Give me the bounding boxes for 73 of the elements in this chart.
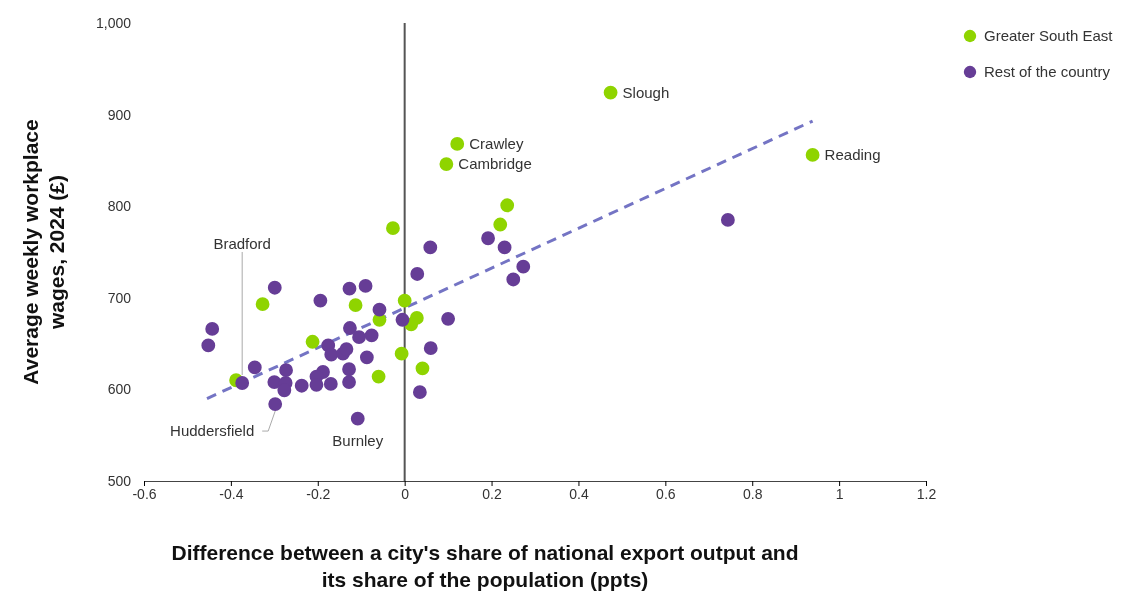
y-tick-label: 500 [107,472,132,489]
point [423,240,438,255]
point [255,297,270,312]
point [516,259,531,274]
legend-label: Rest of the country [984,63,1111,81]
point [395,312,410,327]
point [720,213,735,227]
y-tick-label: 800 [107,198,132,215]
point [500,198,515,213]
x-tick-label: 0.8 [742,485,763,502]
point [294,378,309,393]
point [603,85,618,100]
point [268,397,283,411]
legend-label: Greater South East [984,27,1114,45]
x-tick-label: 0.4 [569,485,589,502]
x-tick-label: 1.2 [916,485,937,502]
point [348,298,363,313]
x-tick-label: 1 [835,485,844,502]
point [350,411,365,426]
point [410,267,425,281]
point [358,279,373,293]
point [386,221,400,236]
x-tick-label: -0.4 [219,485,244,502]
point [342,281,357,296]
point [359,350,374,365]
point [364,328,379,343]
point [201,338,216,353]
point [313,293,328,308]
x-axis-title: Difference between a city's share of national export output and its share of the population (ppts) [171,541,799,591]
y-tick-label: 900 [107,106,132,123]
point [493,217,508,232]
point [394,346,409,361]
annotation: Reading [824,146,881,164]
point [412,385,427,400]
y-tick-label: 600 [107,381,132,398]
point [339,342,354,356]
point [372,302,387,317]
point [305,334,320,349]
point [439,157,454,171]
point [450,137,465,151]
x-tick-label: 0.6 [656,485,676,502]
y-tick-label: 1,000 [95,14,132,31]
point [323,377,338,391]
point [279,363,293,378]
annotation: Huddersfield [170,422,255,440]
point [205,322,220,336]
point [343,321,357,335]
annotation: Slough [622,83,670,101]
point [441,311,456,326]
point [423,341,438,356]
point [267,280,282,295]
x-tick-label: -0.6 [132,485,157,502]
x-tick-label: 0 [401,485,410,502]
annotation: Burnley [332,431,384,449]
point [805,148,820,162]
y-axis-title: Average weekly workplace wages, 2024 (£) [19,119,68,385]
point [481,231,495,246]
x-tick-label: 0.2 [482,485,502,502]
point [342,362,356,377]
point [371,369,386,384]
point [497,240,512,255]
annotation: Bradford [213,235,271,253]
point [352,330,366,345]
point [342,375,356,389]
annotation: Crawley [469,135,524,153]
point [415,361,430,376]
point [247,360,262,375]
x-tick-label: -0.2 [306,485,331,502]
y-tick-label: 700 [107,289,132,306]
point [506,272,521,287]
point [397,293,412,308]
point [235,376,250,390]
annotation: Cambridge [458,155,532,173]
